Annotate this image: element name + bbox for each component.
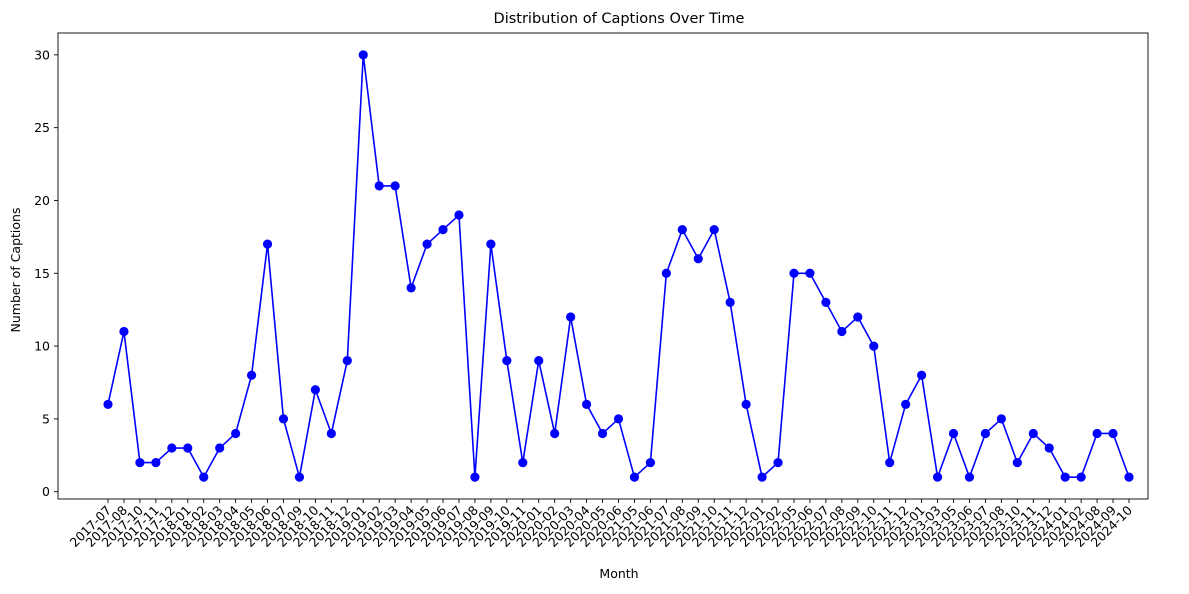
data-point	[661, 268, 671, 278]
data-point	[597, 428, 608, 439]
data-point	[231, 428, 241, 439]
data-point	[119, 326, 129, 337]
data-point	[996, 414, 1006, 424]
data-point	[310, 385, 320, 395]
data-point	[980, 428, 991, 439]
y-axis-label: Number of Captions	[8, 208, 23, 333]
data-point	[757, 472, 767, 482]
y-tick-label: 30	[34, 47, 50, 62]
data-point	[246, 370, 257, 380]
y-tick-label: 5	[42, 411, 50, 426]
data-point	[358, 50, 368, 60]
y-tick-label: 0	[42, 484, 50, 499]
data-point	[837, 326, 847, 337]
data-point	[629, 472, 640, 482]
data-point	[215, 443, 225, 453]
data-point	[438, 224, 448, 235]
data-point	[725, 297, 735, 308]
data-point	[869, 341, 879, 351]
y-tick-label: 25	[34, 120, 50, 135]
data-point	[1108, 428, 1118, 439]
data-point	[103, 399, 113, 409]
y-tick-label: 15	[34, 266, 50, 281]
data-point	[581, 399, 592, 409]
data-point	[1044, 443, 1054, 453]
data-point	[278, 414, 289, 424]
data-point	[821, 297, 831, 308]
data-point	[518, 457, 528, 468]
data-point	[1028, 428, 1038, 439]
data-point	[964, 472, 975, 482]
y-tick-label: 20	[34, 193, 50, 208]
data-point	[932, 472, 943, 482]
data-point	[1012, 457, 1022, 468]
data-point	[901, 399, 911, 409]
data-point	[183, 443, 193, 453]
data-point	[262, 239, 273, 249]
data-point	[741, 399, 751, 409]
data-point	[135, 457, 145, 468]
plot-area: 0510152025302017-072017-082017-102017-11…	[34, 32, 1149, 550]
data-point	[390, 181, 400, 191]
data-point	[1060, 472, 1070, 482]
data-point	[677, 224, 687, 235]
data-point	[789, 268, 799, 278]
data-point	[326, 428, 336, 439]
data-point	[374, 181, 384, 191]
data-point	[613, 414, 624, 424]
data-point	[406, 283, 416, 293]
data-point	[1124, 472, 1134, 482]
data-point	[645, 457, 656, 468]
data-point	[917, 370, 927, 380]
data-point	[534, 356, 544, 366]
data-point	[151, 457, 161, 468]
data-point	[805, 268, 815, 278]
data-point	[502, 356, 512, 366]
data-point	[948, 428, 959, 439]
data-point	[1092, 428, 1102, 439]
x-axis-label: Month	[599, 566, 638, 581]
data-point	[1076, 472, 1086, 482]
data-point	[342, 356, 352, 366]
data-point	[294, 472, 305, 482]
chart-title: Distribution of Captions Over Time	[494, 11, 745, 27]
data-point	[566, 312, 576, 322]
data-point	[454, 210, 464, 220]
data-point	[550, 428, 560, 439]
y-tick-label: 10	[34, 339, 50, 354]
data-point	[167, 443, 177, 453]
data-point	[773, 457, 783, 468]
data-point	[199, 472, 209, 482]
data-point	[885, 457, 895, 468]
axes-frame	[57, 32, 1149, 500]
data-point	[486, 239, 496, 249]
data-point	[470, 472, 480, 482]
data-point	[693, 254, 703, 264]
data-point	[422, 239, 432, 249]
data-point	[709, 224, 719, 235]
data-point	[853, 312, 863, 322]
